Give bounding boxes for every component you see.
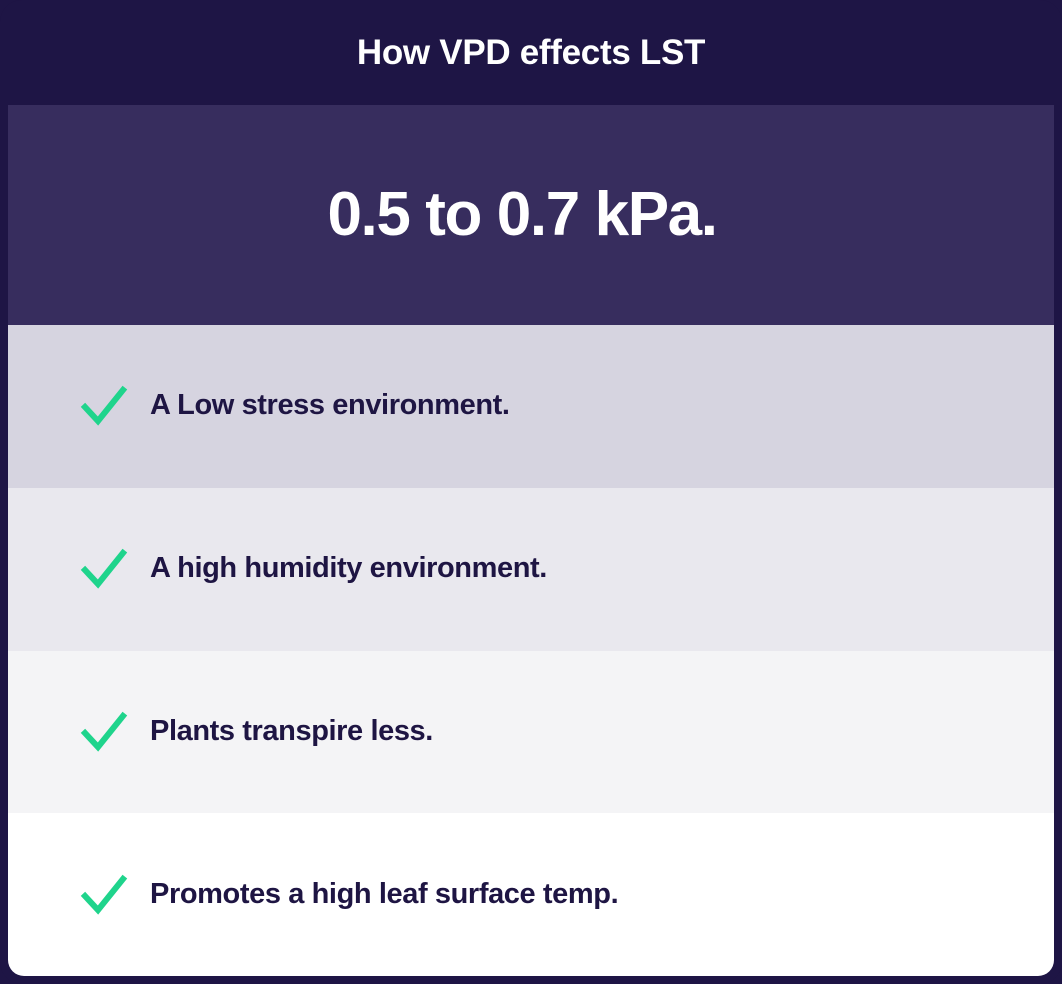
check-icon <box>80 708 128 756</box>
list-item: A Low stress environment. <box>8 325 1054 488</box>
list-item-label: Plants transpire less. <box>150 714 433 747</box>
list-item-label: A Low stress environment. <box>150 389 510 422</box>
list-item-label: Promotes a high leaf surface temp. <box>150 877 619 910</box>
card-header: How VPD effects LST <box>0 0 1062 105</box>
list-item-label: A high humidity environment. <box>150 552 547 585</box>
vpd-value: 0.5 to 0.7 kPa. <box>327 180 718 249</box>
vpd-value-band: 0.5 to 0.7 kPa. <box>8 105 1054 325</box>
check-icon <box>80 871 128 919</box>
effects-list: A Low stress environment. A high humidit… <box>8 325 1054 976</box>
check-icon <box>80 545 128 593</box>
list-item: Plants transpire less. <box>8 650 1054 814</box>
list-item: Promotes a high leaf surface temp. <box>8 813 1054 976</box>
list-item: A high humidity environment. <box>8 487 1054 651</box>
page-title: How VPD effects LST <box>356 33 706 72</box>
check-icon <box>80 382 128 430</box>
